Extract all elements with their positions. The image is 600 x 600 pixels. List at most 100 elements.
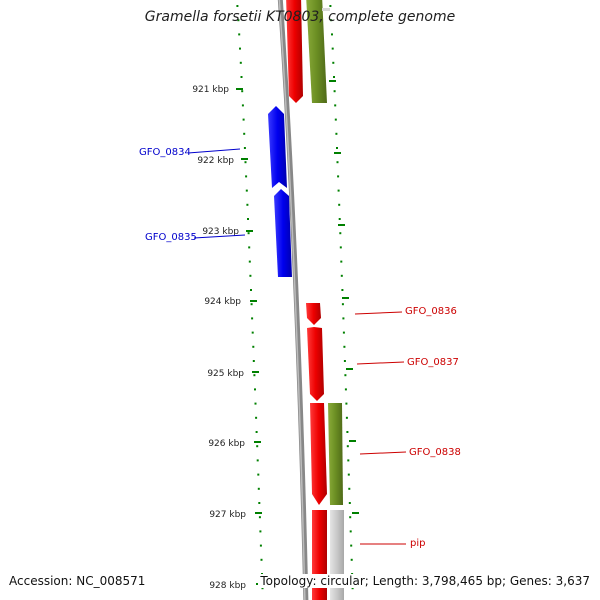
topology-summary: Topology: circular; Length: 3,798,465 bp…	[258, 574, 592, 588]
ruler-dot	[351, 587, 354, 590]
gene-label-gfo-0837[interactable]: GFO_0837	[356, 357, 459, 368]
tick-927: 927 kbp	[209, 510, 262, 520]
ruler-dot	[330, 19, 333, 22]
tick-921: 921 kbp	[192, 85, 243, 95]
tick-925: 925 kbp	[207, 369, 259, 379]
ruler-dot	[342, 317, 345, 320]
gene-label-text: GFO_0836	[405, 306, 457, 317]
ruler-dash	[338, 224, 345, 226]
ruler-dot	[258, 516, 261, 519]
ruler-dot	[336, 161, 339, 164]
ruler-dot	[333, 76, 335, 78]
cds-gfo-0834[interactable]	[268, 106, 287, 188]
cds-feature-red-top[interactable]	[286, 0, 303, 103]
ruler-dot	[335, 132, 338, 135]
ruler-dot	[242, 118, 245, 121]
cds-gfo-0835[interactable]	[274, 189, 292, 277]
ruler-dot	[256, 459, 259, 462]
gene-label-gfo-0838[interactable]: GFO_0838	[359, 447, 461, 458]
ruler-dot	[247, 218, 249, 220]
ruler-dot	[337, 189, 340, 192]
tick-label: 924 kbp	[204, 297, 241, 307]
ruler-dot	[257, 487, 260, 490]
ruler-dash	[342, 297, 349, 299]
ruler-dot	[252, 360, 255, 362]
ruler-dot	[258, 502, 261, 504]
ruler-dot	[339, 246, 342, 249]
genome-title: Gramella forsetii KT0803, complete genom…	[144, 9, 456, 25]
ruler-dot	[341, 289, 344, 291]
ruler-dot	[344, 388, 347, 391]
cds-gfo-0837[interactable]	[307, 327, 324, 401]
gene-label-pip[interactable]: pip	[360, 538, 425, 549]
ruler-dot	[255, 431, 258, 433]
tick-label: 921 kbp	[192, 85, 229, 95]
gene-label-gfo-0836[interactable]: GFO_0836	[354, 306, 457, 317]
ruler-dot	[336, 147, 338, 149]
ruler-dash	[334, 152, 341, 154]
cog-gfo-0838[interactable]	[328, 403, 343, 505]
ruler-dot	[344, 374, 347, 377]
ruler-dot	[347, 473, 350, 476]
ruler-dot	[337, 175, 340, 178]
ruler-dot	[248, 260, 251, 263]
gene-label-text: GFO_0838	[409, 447, 461, 458]
ruler-dot	[347, 459, 350, 462]
ruler-dot	[342, 331, 345, 334]
tick-ruler-right	[329, 5, 359, 590]
ruler-dot	[250, 303, 253, 306]
ruler-dot	[338, 218, 341, 220]
ruler-dash	[349, 440, 356, 442]
ruler-dot	[345, 402, 348, 405]
tick-label: 926 kbp	[208, 439, 245, 449]
tick-926: 926 kbp	[208, 439, 261, 449]
ruler-dot	[348, 487, 351, 490]
ruler-dot	[329, 5, 332, 7]
ruler-dot	[340, 274, 343, 277]
cds-gfo-0838[interactable]	[310, 403, 327, 505]
ruler-dot	[260, 558, 263, 561]
ruler-dot	[252, 345, 255, 348]
grey-feature-top	[322, 8, 330, 11]
tick-928: 928 kbp	[209, 581, 263, 591]
ruler-dot	[249, 274, 252, 277]
ruler-dot	[251, 317, 254, 320]
ruler-dot	[253, 374, 256, 377]
gene-label-text: GFO_0837	[407, 357, 459, 368]
ruler-dot	[251, 331, 254, 334]
ruler-dot	[246, 203, 249, 206]
tick-label: 928 kbp	[209, 581, 246, 591]
ruler-dot	[241, 104, 244, 107]
tick-923: 923 kbp	[202, 227, 253, 237]
gene-label-gfo-0835[interactable]: GFO_0835	[145, 232, 246, 243]
tick-label: 927 kbp	[209, 510, 246, 520]
cds-gfo-0836[interactable]	[306, 303, 321, 325]
ruler-dot	[346, 431, 349, 433]
ruler-dot	[247, 232, 250, 235]
tick-label: 925 kbp	[207, 369, 244, 379]
gene-label-text: GFO_0835	[145, 232, 197, 243]
genome-backbone-highlight	[278, 0, 306, 600]
tick-922: 922 kbp	[197, 156, 248, 166]
gene-label-gfo-0834[interactable]: GFO_0834	[139, 147, 241, 158]
cog-feature-green-top[interactable]	[306, 0, 327, 103]
ruler-dot	[254, 402, 257, 405]
gene-label-text: pip	[410, 538, 425, 549]
ruler-dot	[243, 132, 246, 135]
ruler-dot	[255, 416, 258, 419]
ruler-dot	[245, 175, 248, 178]
ruler-dot	[343, 345, 346, 348]
ruler-dot	[333, 90, 336, 93]
ruler-dot	[339, 232, 342, 235]
ruler-dash	[329, 80, 336, 82]
ruler-dot	[350, 558, 353, 561]
ruler-dot	[261, 587, 264, 590]
ruler-dot	[243, 147, 246, 149]
ruler-dot	[236, 5, 239, 7]
ruler-dot	[256, 445, 259, 448]
ruler-dot	[343, 360, 346, 362]
tick-label: 922 kbp	[197, 156, 234, 166]
ruler-dot	[239, 61, 242, 64]
ruler-dot	[334, 104, 337, 107]
